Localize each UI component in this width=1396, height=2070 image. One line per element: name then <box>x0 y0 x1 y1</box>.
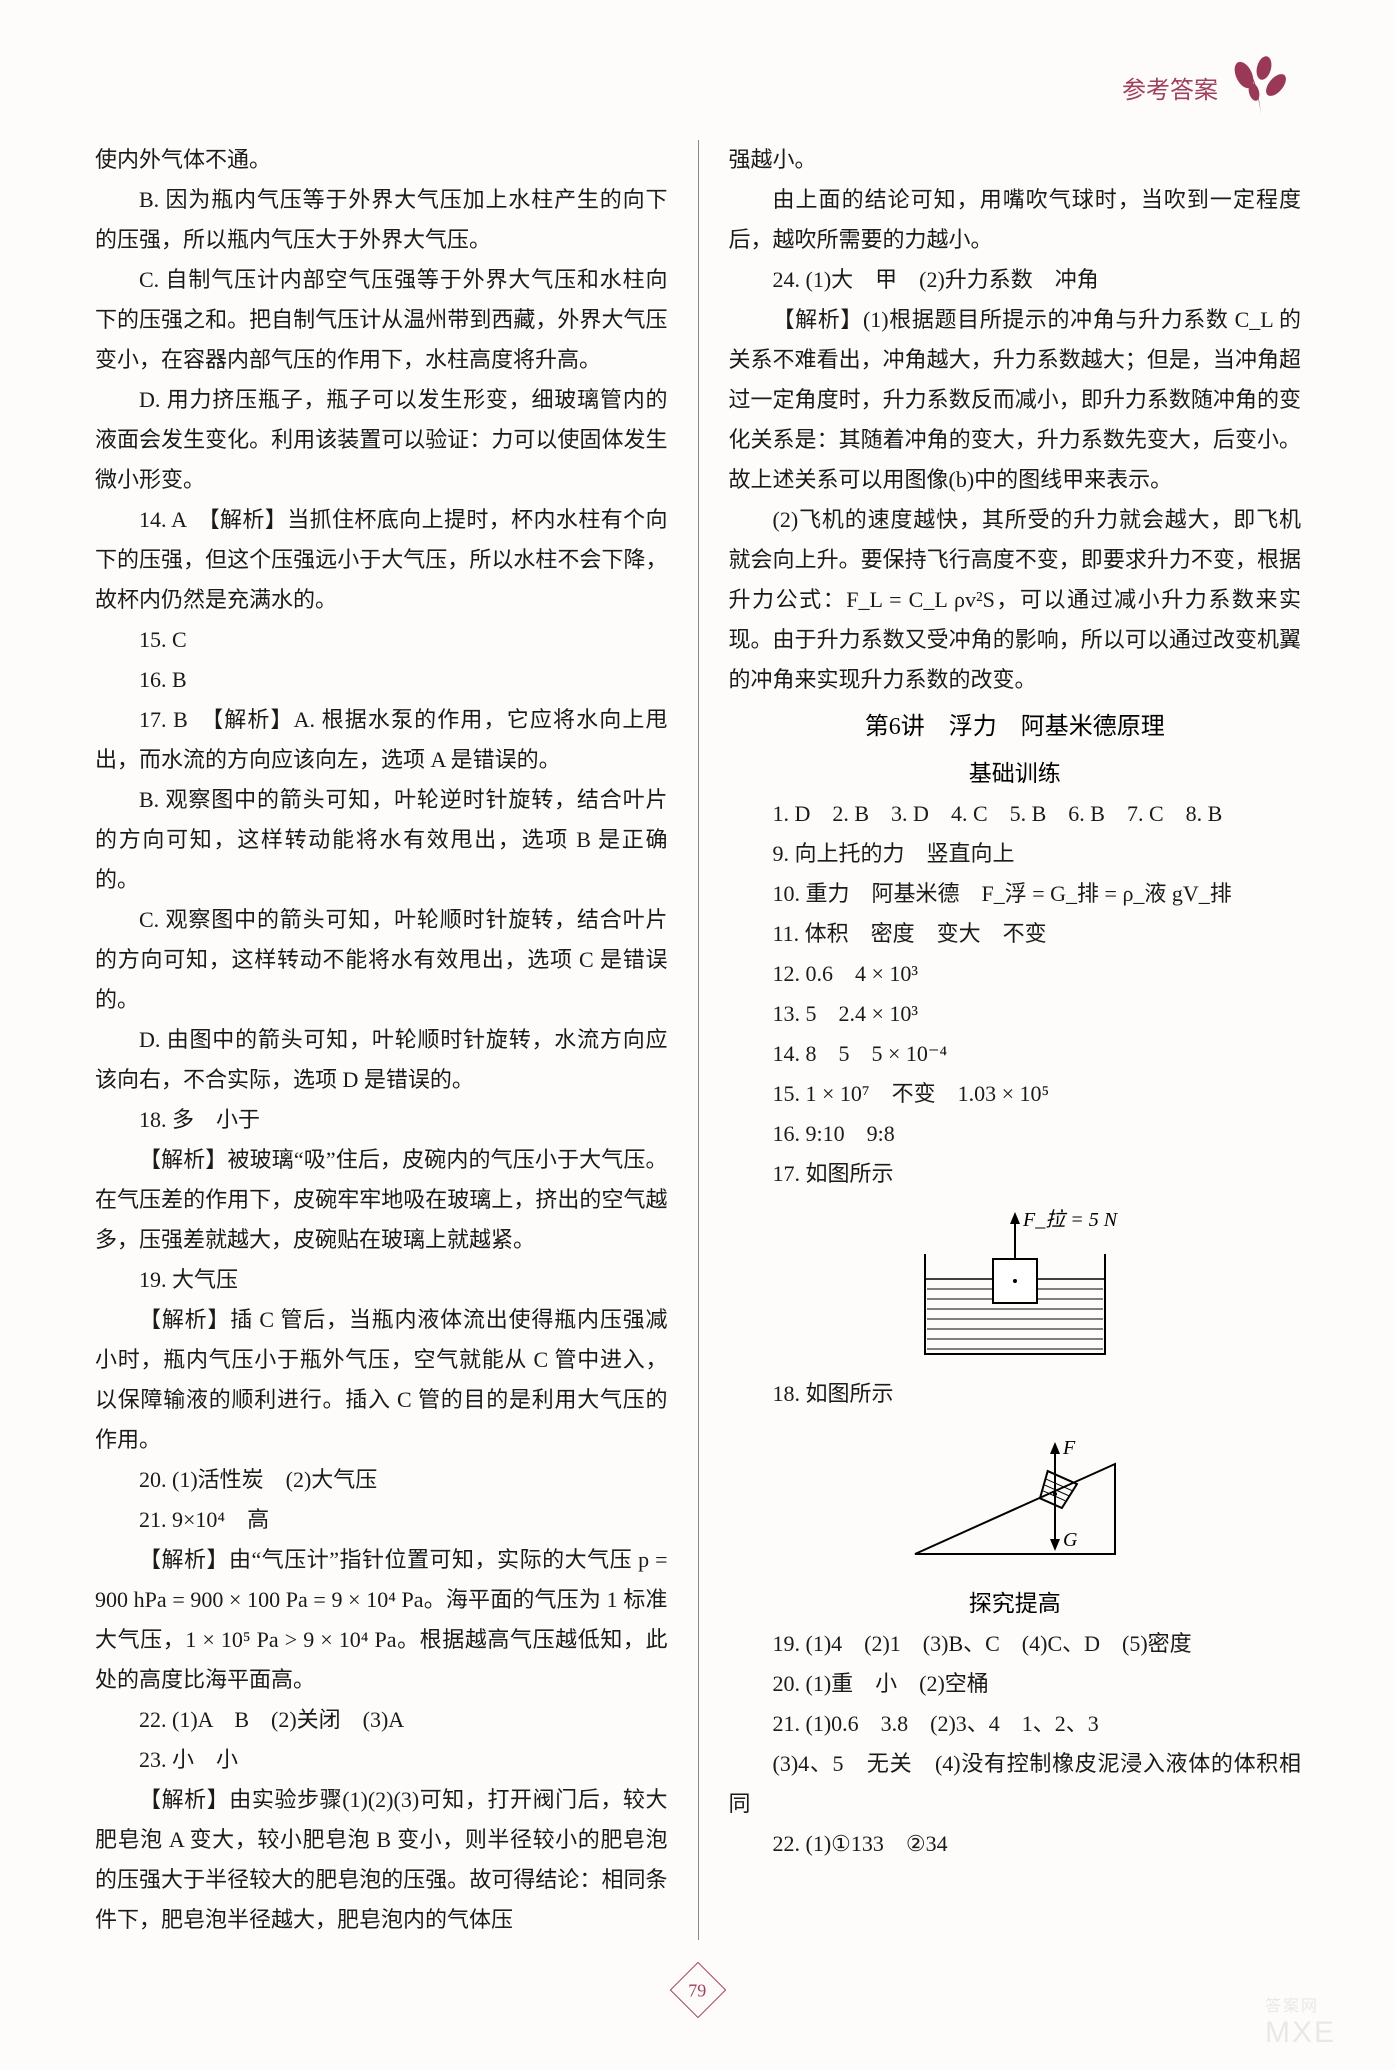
text: 22. (1)①133 ②34 <box>729 1824 1302 1864</box>
text: 12. 0.6 4 × 10³ <box>729 954 1302 994</box>
figure-18: FG <box>729 1424 1302 1574</box>
text: 22. (1)A B (2)关闭 (3)A <box>95 1700 668 1740</box>
text: 17. 如图所示 <box>729 1154 1302 1194</box>
svg-text:F: F <box>1062 1437 1076 1459</box>
text: 【解析】由实验步骤(1)(2)(3)可知，打开阀门后，较大肥皂泡 A 变大，较小… <box>95 1780 668 1940</box>
text: 23. 小 小 <box>95 1740 668 1780</box>
text: 21. (1)0.6 3.8 (2)3、4 1、2、3 <box>729 1704 1302 1744</box>
text: 强越小。 <box>729 140 1302 180</box>
svg-text:F_拉 = 5 N: F_拉 = 5 N <box>1022 1209 1119 1231</box>
svg-text:G: G <box>1063 1529 1078 1551</box>
leaf-icon <box>1226 50 1296 125</box>
sub-title: 探究提高 <box>729 1584 1302 1624</box>
text: 【解析】被玻璃“吸”住后，皮碗内的气压小于大气压。在气压差的作用下，皮碗牢牢地吸… <box>95 1140 668 1260</box>
text: 使内外气体不通。 <box>95 140 668 180</box>
sub-title: 基础训练 <box>729 754 1302 794</box>
text: 11. 体积 密度 变大 不变 <box>729 914 1302 954</box>
text: 13. 5 2.4 × 10³ <box>729 994 1302 1034</box>
watermark: 答案网 MXE <box>1265 1992 1336 2050</box>
text: 15. 1 × 10⁷ 不变 1.03 × 10⁵ <box>729 1074 1302 1114</box>
text: 【解析】(1)根据题目所提示的冲角与升力系数 C_L 的关系不难看出，冲角越大，… <box>729 300 1302 500</box>
text: 20. (1)活性炭 (2)大气压 <box>95 1460 668 1500</box>
figure-17: F_拉 = 5 N <box>729 1204 1302 1364</box>
text: B. 观察图中的箭头可知，叶轮逆时针旋转，结合叶片的方向可知，这样转动能将水有效… <box>95 780 668 900</box>
text: 【解析】由“气压计”指针位置可知，实际的大气压 p = 900 hPa = 90… <box>95 1540 668 1700</box>
text: (2)飞机的速度越快，其所受的升力就会越大，即飞机就会向上升。要保持飞行高度不变… <box>729 500 1302 700</box>
text: 15. C <box>95 620 668 660</box>
page-number: 79 <box>670 1962 727 2019</box>
text: 1. D 2. B 3. D 4. C 5. B 6. B 7. C 8. B <box>729 794 1302 834</box>
text: 9. 向上托的力 竖直向上 <box>729 834 1302 874</box>
column-divider <box>698 140 699 1940</box>
text: 21. 9×10⁴ 高 <box>95 1500 668 1540</box>
left-column: 使内外气体不通。 B. 因为瓶内气压等于外界大气压加上水柱产生的向下的压强，所以… <box>95 140 668 1940</box>
text: 【解析】插 C 管后，当瓶内液体流出使得瓶内压强减小时，瓶内气压小于瓶外气压，空… <box>95 1300 668 1460</box>
text: 18. 多 小于 <box>95 1100 668 1140</box>
text: B. 因为瓶内气压等于外界大气压加上水柱产生的向下的压强，所以瓶内气压大于外界大… <box>95 180 668 260</box>
text: 16. 9:10 9:8 <box>729 1114 1302 1154</box>
page-footer: 79 <box>95 1970 1301 2010</box>
text: C. 自制气压计内部空气压强等于外界大气压和水柱向下的压强之和。把自制气压计从温… <box>95 260 668 380</box>
section-title: 第6讲 浮力 阿基米德原理 <box>729 706 1302 748</box>
text: 14. A 【解析】当抓住杯底向上提时，杯内水柱有个向下的压强，但这个压强远小于… <box>95 500 668 620</box>
text: 24. (1)大 甲 (2)升力系数 冲角 <box>729 260 1302 300</box>
text: 18. 如图所示 <box>729 1374 1302 1414</box>
text: 20. (1)重 小 (2)空桶 <box>729 1664 1302 1704</box>
text: 19. (1)4 (2)1 (3)B、C (4)C、D (5)密度 <box>729 1624 1302 1664</box>
right-column: 强越小。 由上面的结论可知，用嘴吹气球时，当吹到一定程度后，越吹所需要的力越小。… <box>729 140 1302 1940</box>
text: (3)4、5 无关 (4)没有控制橡皮泥浸入液体的体积相同 <box>729 1744 1302 1824</box>
text: 10. 重力 阿基米德 F_浮 = G_排 = ρ_液 gV_排 <box>729 874 1302 914</box>
header-label: 参考答案 <box>1122 70 1218 105</box>
text: D. 用力挤压瓶子，瓶子可以发生形变，细玻璃管内的液面会发生变化。利用该装置可以… <box>95 380 668 500</box>
text: 17. B 【解析】A. 根据水泵的作用，它应将水向上甩出，而水流的方向应该向左… <box>95 700 668 780</box>
text: 16. B <box>95 660 668 700</box>
text: D. 由图中的箭头可知，叶轮顺时针旋转，水流方向应该向右，不合实际，选项 D 是… <box>95 1020 668 1100</box>
text: C. 观察图中的箭头可知，叶轮顺时针旋转，结合叶片的方向可知，这样转动不能将水有… <box>95 900 668 1020</box>
text: 由上面的结论可知，用嘴吹气球时，当吹到一定程度后，越吹所需要的力越小。 <box>729 180 1302 260</box>
text: 19. 大气压 <box>95 1260 668 1300</box>
text: 14. 8 5 5 × 10⁻⁴ <box>729 1034 1302 1074</box>
